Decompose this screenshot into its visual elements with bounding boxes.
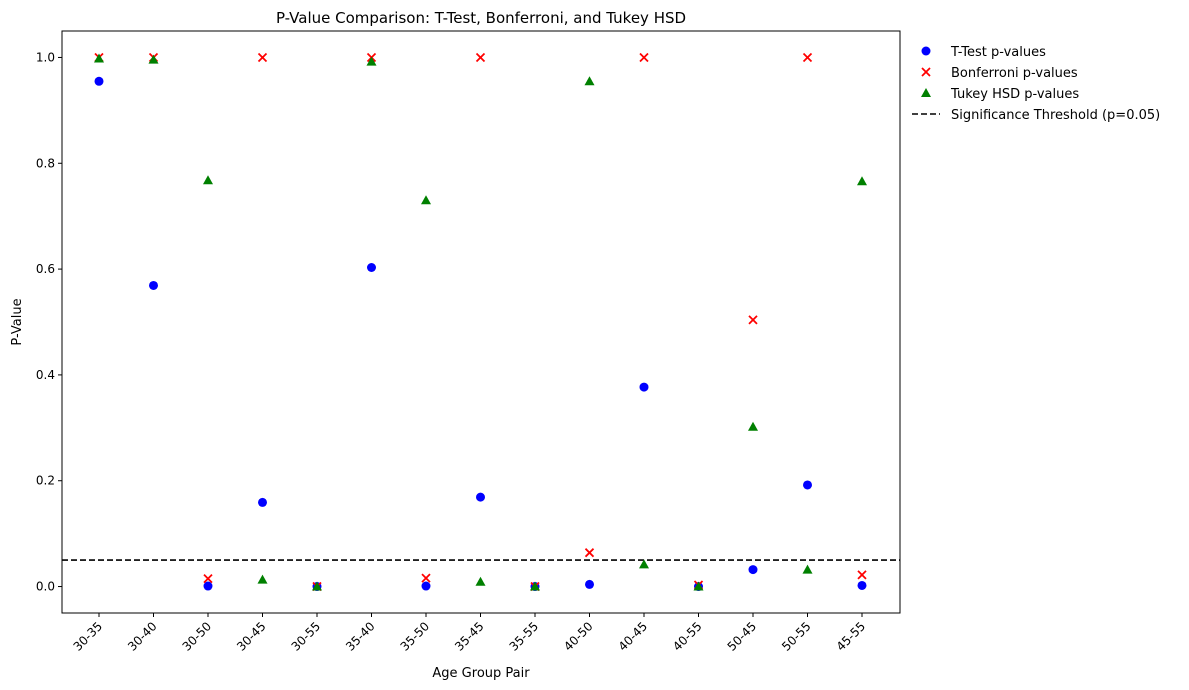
tukey-point: [94, 53, 104, 63]
ttest-point: [421, 581, 431, 591]
bonferroni-point: [857, 570, 867, 580]
legend-entry-label: Significance Threshold (p=0.05): [951, 108, 1160, 123]
x-axis: 30-35 30-40 30-50 30-45 30-55 35-40 35-50 35-45…: [71, 613, 869, 654]
x-tick-label: 30-55: [289, 619, 324, 654]
bonferroni-point: [475, 52, 486, 63]
legend: T-Test p-values Bonferroni p-values Tukey …: [912, 45, 1160, 123]
x-tick-label: 35-45: [452, 619, 487, 654]
tukey-point: [257, 574, 268, 584]
y-axis-label: P-Value: [10, 298, 25, 345]
points-layer: [94, 52, 867, 592]
y-tick-label: 0.4: [36, 368, 55, 382]
ttest-point: [94, 76, 104, 86]
tukey-point: [203, 175, 213, 185]
ttest-point: [476, 492, 485, 502]
ttest-point: [585, 579, 594, 589]
x-axis-label: Age Group Pair: [432, 666, 530, 681]
tukey-point: [802, 564, 813, 574]
legend-entry-label: Tukey HSD p-values: [950, 87, 1079, 102]
y-tick-label: 0.8: [36, 156, 55, 170]
tukey-point: [530, 581, 540, 591]
bonferroni-point: [802, 52, 813, 63]
x-tick-label: 35-55: [507, 619, 542, 654]
tukey-point: [857, 176, 867, 186]
bonferroni-point: [203, 573, 213, 584]
ttest-point: [748, 565, 758, 575]
x-tick-label: 45-55: [834, 619, 869, 654]
tukey-point: [312, 581, 322, 591]
bonferroni-point: [584, 548, 595, 558]
bonferroni-point: [748, 315, 758, 325]
legend-marker-tukey-point: [921, 88, 931, 97]
ttest-point: [258, 497, 267, 507]
bonferroni-point: [639, 52, 649, 63]
y-axis: 0.0 0.2 0.4 0.6 0.8 1.0: [36, 50, 62, 594]
tukey-point: [639, 559, 649, 569]
tukey-point: [693, 581, 704, 591]
ttest-point: [203, 581, 213, 591]
x-tick-label: 30-40: [125, 619, 160, 654]
ttest-point: [857, 580, 867, 590]
ttest-point: [639, 382, 649, 392]
tukey-point: [475, 576, 486, 586]
bonferroni-point: [257, 52, 268, 63]
tukey-point: [148, 54, 159, 64]
y-tick-label: 1.0: [36, 50, 55, 64]
chart-title: P-Value Comparison: T-Test, Bonferroni, …: [276, 9, 686, 27]
legend-entry-label: T-Test p-values: [950, 45, 1046, 60]
x-tick-label: 40-45: [616, 619, 651, 654]
bonferroni-point: [421, 573, 431, 583]
tukey-point: [748, 421, 758, 431]
x-tick-label: 50-55: [779, 619, 814, 654]
x-tick-label: 40-50: [561, 619, 596, 654]
x-tick-label: 40-55: [670, 619, 705, 654]
x-tick-label: 35-50: [398, 619, 433, 654]
y-tick-label: 0.6: [36, 262, 55, 276]
plot-area-frame: [61, 30, 901, 614]
x-tick-label: 30-50: [180, 619, 215, 654]
y-tick-label: 0.0: [36, 580, 55, 594]
ttest-point: [149, 280, 158, 290]
ttest-point: [803, 480, 812, 490]
legend-marker-bonferroni-point: [921, 67, 931, 77]
x-tick-label: 35-40: [343, 619, 378, 654]
y-tick-label: 0.2: [36, 474, 55, 488]
legend-marker-ttest-point: [921, 46, 931, 56]
x-tick-label: 50-45: [725, 619, 760, 654]
tukey-point: [366, 56, 377, 66]
ttest-point: [367, 263, 376, 273]
legend-entry-label: Bonferroni p-values: [951, 66, 1078, 81]
x-tick-label: 30-45: [234, 619, 269, 654]
tukey-point: [421, 195, 431, 205]
x-tick-label: 30-35: [71, 619, 106, 654]
tukey-point: [584, 76, 595, 86]
